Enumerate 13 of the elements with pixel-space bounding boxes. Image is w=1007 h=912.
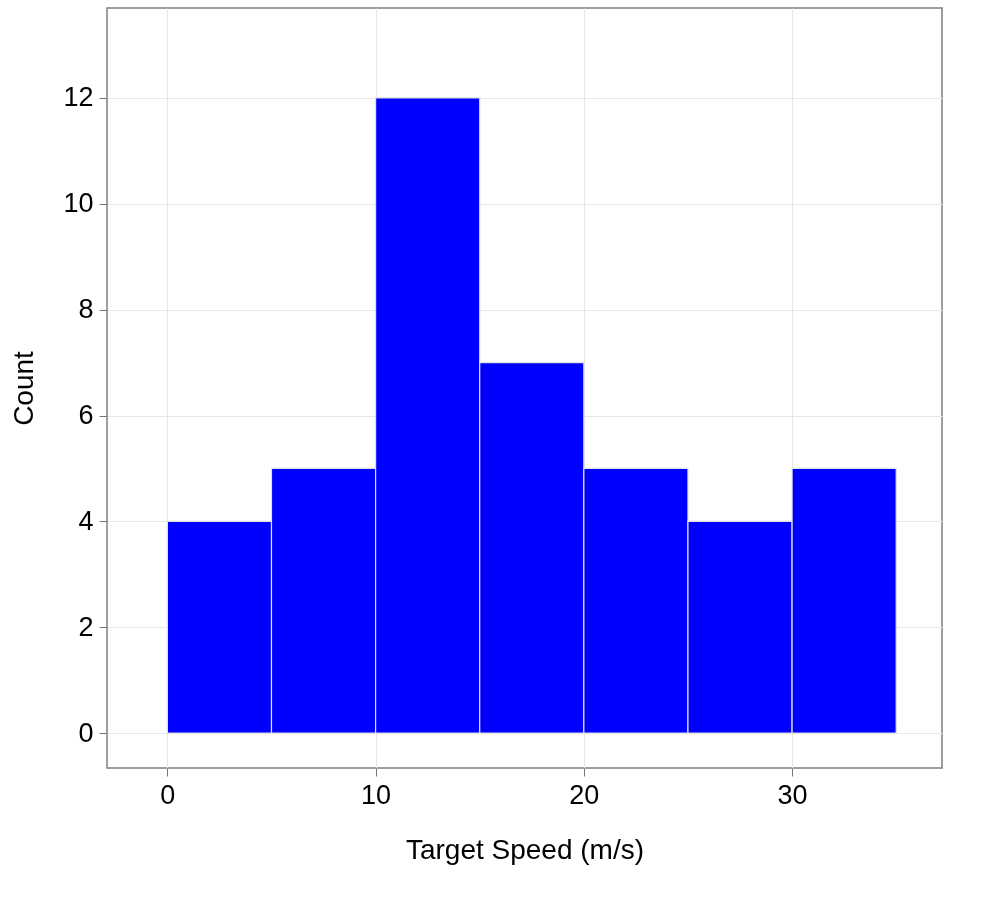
y-tick-label: 6 xyxy=(78,400,94,431)
y-tick-label: 0 xyxy=(78,717,94,748)
x-tick-label: 20 xyxy=(569,779,600,810)
y-tick-label: 2 xyxy=(78,611,94,642)
y-tick-label: 4 xyxy=(78,505,94,536)
y-tick-label: 10 xyxy=(63,188,94,219)
x-tick-label: 0 xyxy=(160,779,176,810)
y-tick-label: 12 xyxy=(63,82,94,113)
y-tick-label: 8 xyxy=(78,294,94,325)
y-axis-title: Count xyxy=(8,350,40,426)
x-tick-label: 10 xyxy=(361,779,392,810)
x-tick-label: 30 xyxy=(777,779,808,810)
x-axis-title: Target Speed (m/s) xyxy=(405,833,645,865)
